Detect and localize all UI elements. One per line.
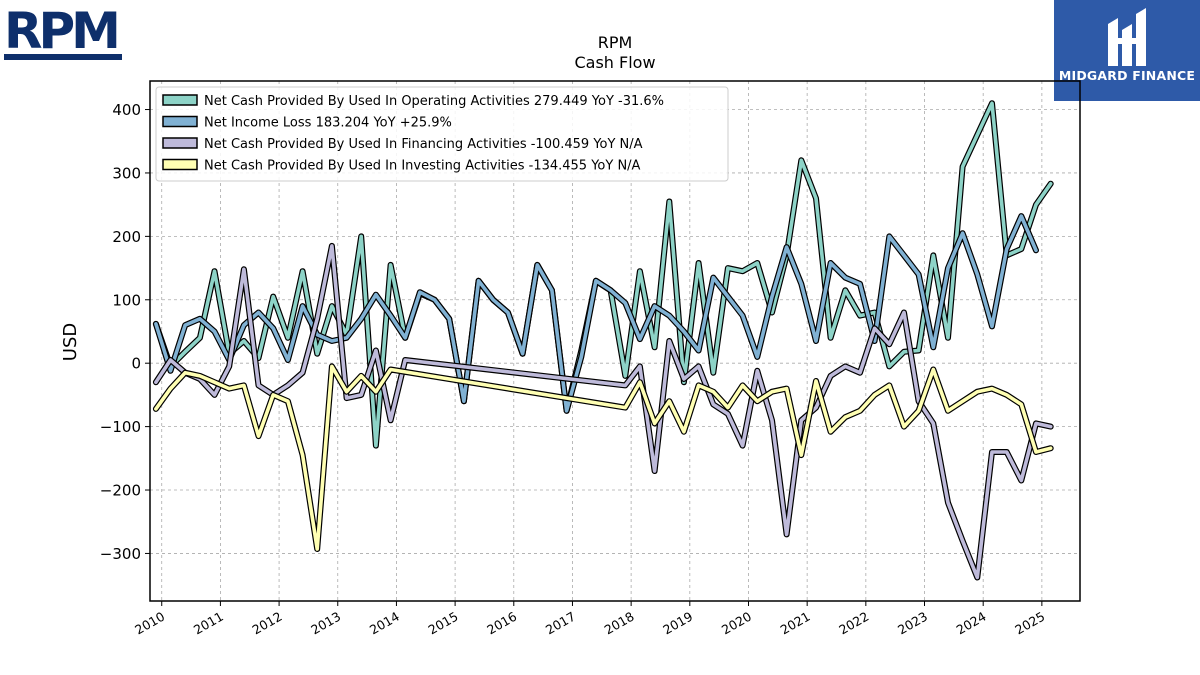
legend-label: Net Cash Provided By Used In Financing A… bbox=[204, 137, 643, 152]
legend-box bbox=[155, 86, 729, 182]
legend-swatch bbox=[162, 137, 198, 149]
x-tick-label: 2020 bbox=[719, 609, 754, 638]
legend-swatch bbox=[162, 158, 198, 171]
legend-label: Net Income Loss 183.204 YoY +25.9% bbox=[204, 116, 452, 131]
x-tick-label: 2011 bbox=[191, 609, 226, 638]
x-tick-label: 2019 bbox=[660, 609, 695, 638]
x-tick-label: 2025 bbox=[1012, 609, 1047, 638]
x-tick-label: 2013 bbox=[308, 609, 343, 638]
legend-swatch bbox=[162, 94, 198, 106]
legend: Net Cash Provided By Used In Operating A… bbox=[155, 86, 729, 182]
x-tick-label: 2010 bbox=[132, 609, 167, 638]
brand-name: MIDGARD FINANCE bbox=[1058, 68, 1196, 83]
midgard-finance-logo: MIDGARD FINANCE bbox=[1054, 0, 1200, 101]
midgard-emblem-icon bbox=[1108, 8, 1146, 66]
x-tick-label: 2015 bbox=[426, 609, 461, 638]
x-tick-label: 2012 bbox=[250, 609, 285, 638]
chart-title: RPM bbox=[598, 33, 633, 52]
y-tick-label: 100 bbox=[112, 291, 141, 309]
y-tick-label: −100 bbox=[100, 418, 141, 436]
plot-frame bbox=[149, 80, 1081, 602]
y-tick-label: 300 bbox=[112, 164, 141, 182]
axis-ticks: 400 300 200 100 0 −100 −200 −300 2010 2011 2012 201… bbox=[100, 101, 1048, 637]
legend-swatch bbox=[162, 115, 198, 128]
series-line-1 bbox=[154, 214, 1038, 413]
x-tick-label: 2024 bbox=[954, 609, 989, 638]
y-tick-label: 400 bbox=[112, 101, 141, 119]
y-tick-label: 0 bbox=[131, 355, 141, 373]
legend-label: Net Cash Provided By Used In Investing A… bbox=[204, 159, 641, 174]
x-tick-label: 2018 bbox=[602, 609, 637, 638]
x-tick-label: 2017 bbox=[543, 609, 578, 638]
svg-text:RPM: RPM bbox=[4, 4, 117, 60]
x-tick-label: 2023 bbox=[895, 609, 930, 638]
chart-subtitle: Cash Flow bbox=[574, 53, 655, 72]
series-line-3 bbox=[154, 364, 1053, 551]
legend-label: Net Cash Provided By Used In Operating A… bbox=[204, 94, 664, 109]
y-tick-label: 200 bbox=[112, 228, 141, 246]
y-tick-label: −200 bbox=[100, 482, 141, 500]
y-axis-label: USD bbox=[60, 323, 81, 361]
x-tick-label: 2021 bbox=[778, 609, 813, 638]
x-tick-label: 2014 bbox=[367, 609, 402, 638]
x-tick-label: 2022 bbox=[836, 609, 871, 638]
y-tick-label: −300 bbox=[100, 545, 141, 563]
series-lines bbox=[152, 100, 1054, 581]
x-tick-label: 2016 bbox=[484, 609, 519, 638]
rpm-logo: RPM bbox=[4, 4, 122, 60]
